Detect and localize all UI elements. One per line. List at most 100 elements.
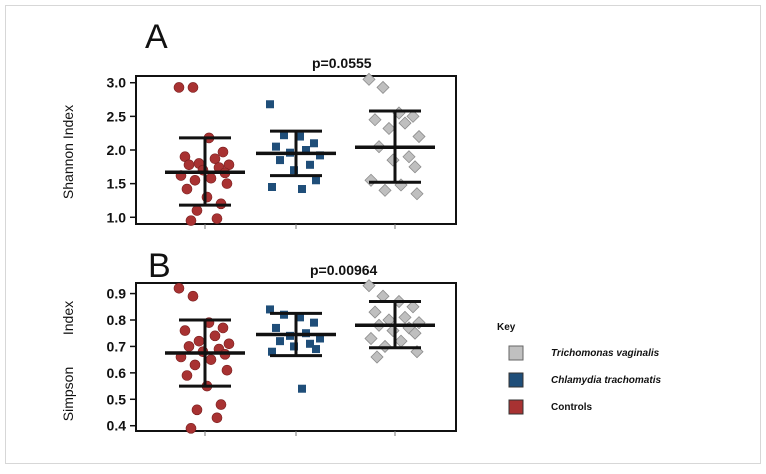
panel-b-point-trichomonas-vaginalis [406,300,420,314]
key-label-controls: Controls [551,402,593,413]
panel-a-point-trichomonas-vaginalis [394,178,408,192]
panel-b-letter: B [148,247,171,285]
panel-a-point-chlamydia-trachomatis [312,176,320,185]
figure-border [5,5,761,464]
panel-b-point-chlamydia-trachomatis [290,342,298,351]
panel-a-point-trichomonas-vaginalis [402,150,416,164]
panel-b-point-chlamydia-trachomatis [276,337,284,346]
panel-b-point-chlamydia-trachomatis [298,384,306,393]
panel-b-ytick-label: 0.4 [107,418,127,434]
panel-a-point-controls [209,153,221,165]
panel-a-point-controls [181,183,193,195]
panel-b-point-controls [185,423,197,434]
panel-b-point-controls [179,325,191,336]
panel-a-point-chlamydia-trachomatis [302,146,310,154]
panel-a-point-trichomonas-vaginalis [376,80,390,95]
panel-b-point-trichomonas-vaginalis [362,279,376,293]
panel-a-point-controls [211,213,223,224]
panel-b-point-trichomonas-vaginalis [364,331,378,346]
panel-a-point-trichomonas-vaginalis [412,129,426,144]
panel-b-point-chlamydia-trachomatis [312,345,320,354]
panel-a-point-trichomonas-vaginalis [398,116,412,130]
panel-b-point-trichomonas-vaginalis [408,326,422,340]
panel-a-ytick-label: 3.0 [107,75,127,91]
panel-a-plot: 3.0 2.5 2.0 1.5 1.0 [107,72,435,229]
panel-a-ytick-label: 2.5 [107,108,127,124]
panel-b-point-chlamydia-trachomatis [306,339,314,348]
panel-b-point-controls [181,370,193,381]
panel-b-ytick-label: 0.7 [107,338,127,354]
panel-b-pvalue: p=0.00964 [310,262,378,278]
panel-b-ylabel: Simpson Index [60,301,76,421]
panel-b-point-trichomonas-vaginalis [398,310,412,324]
panel-a-point-controls [191,205,203,216]
panel-b-point-controls [193,335,205,347]
panel-b-point-chlamydia-trachomatis [272,323,280,332]
panel-b-point-chlamydia-trachomatis [296,313,304,322]
panel-b-point-controls [223,338,235,350]
panel-a-point-trichomonas-vaginalis [410,187,424,201]
key-item-chlamydia: Chlamydia trachomatis [508,372,661,388]
panel-a-point-chlamydia-trachomatis [306,160,314,169]
panel-a-point-chlamydia-trachomatis [280,131,288,140]
key-label-trichomonas: Trichomonas vaginalis [551,348,660,359]
panel-b-ylabel-part-1: Simpson [60,367,76,421]
panel-a-point-trichomonas-vaginalis [408,160,422,174]
panel-b-ytick-label: 0.9 [107,286,127,302]
panel-b-point-controls [189,359,201,371]
key-label-chlamydia: Chlamydia trachomatis [551,375,661,386]
panel-b-point-trichomonas-vaginalis [368,305,382,319]
panel-b-ytick-label: 0.8 [107,312,127,328]
panel-b-point-controls [221,364,233,376]
key-item-controls: Controls [508,399,593,415]
panel-b-point-chlamydia-trachomatis [310,318,318,327]
key-swatch-trichomonas [508,345,524,361]
panel-a-point-controls [187,82,199,93]
panel-a-point-trichomonas-vaginalis [386,153,400,167]
panel-a-point-chlamydia-trachomatis [298,185,306,194]
panel-a-point-trichomonas-vaginalis [364,173,378,187]
panel-a-point-chlamydia-trachomatis [276,156,284,165]
panel-b-point-trichomonas-vaginalis [394,334,408,348]
panel-b-point-chlamydia-trachomatis [266,305,274,314]
panel-a-point-trichomonas-vaginalis [378,183,392,197]
panel-b-point-chlamydia-trachomatis [316,334,324,343]
panel-a-point-controls [185,215,197,226]
panel-a-ytick-label: 1.5 [107,176,127,192]
panel-a-point-controls [221,178,233,189]
panel-b-ytick-label: 0.6 [107,365,127,381]
panel-a-point-chlamydia-trachomatis [296,132,304,141]
panel-b-point-controls [183,341,195,352]
panel-b-point-controls [209,330,221,342]
panel-b-plot: 0.9 0.8 0.7 0.6 0.5 0.4 [107,279,435,436]
panel-a-letter: A [145,18,168,56]
panel-b-point-controls [211,412,223,424]
panel-a-point-controls [189,174,201,186]
panel-a-point-trichomonas-vaginalis [406,109,420,123]
panel-a-point-chlamydia-trachomatis [266,100,274,109]
key-title: Key [497,322,516,333]
panel-a-point-controls [205,172,217,184]
panel-a-point-trichomonas-vaginalis [362,72,376,86]
panel-b-point-chlamydia-trachomatis [268,347,276,356]
panel-b-point-trichomonas-vaginalis [370,350,384,364]
panel-a-point-controls [183,159,195,171]
panel-a-point-chlamydia-trachomatis [310,139,318,148]
panel-b-point-controls [191,404,203,416]
key-item-trichomonas: Trichomonas vaginalis [508,345,660,361]
panel-a-pvalue: p=0.0555 [312,55,372,71]
panel-a-point-chlamydia-trachomatis [290,166,298,175]
panel-a-point-controls [217,146,229,158]
panel-a-ylabel: Shannon Index [60,105,76,199]
panel-a-point-trichomonas-vaginalis [382,121,396,136]
panel-a-point-trichomonas-vaginalis [368,113,382,127]
panel-a-ytick-label: 1.0 [107,209,127,225]
panel-b-point-controls [187,290,199,302]
panel-b-ytick-label: 0.5 [107,391,127,407]
panel-b-ylabel-part-2: Index [60,301,76,335]
panel-a-point-chlamydia-trachomatis [316,151,324,160]
panel-a-ytick-label: 2.0 [107,142,127,158]
panel-b-point-controls [205,354,217,365]
panel-b-point-controls [215,399,227,410]
